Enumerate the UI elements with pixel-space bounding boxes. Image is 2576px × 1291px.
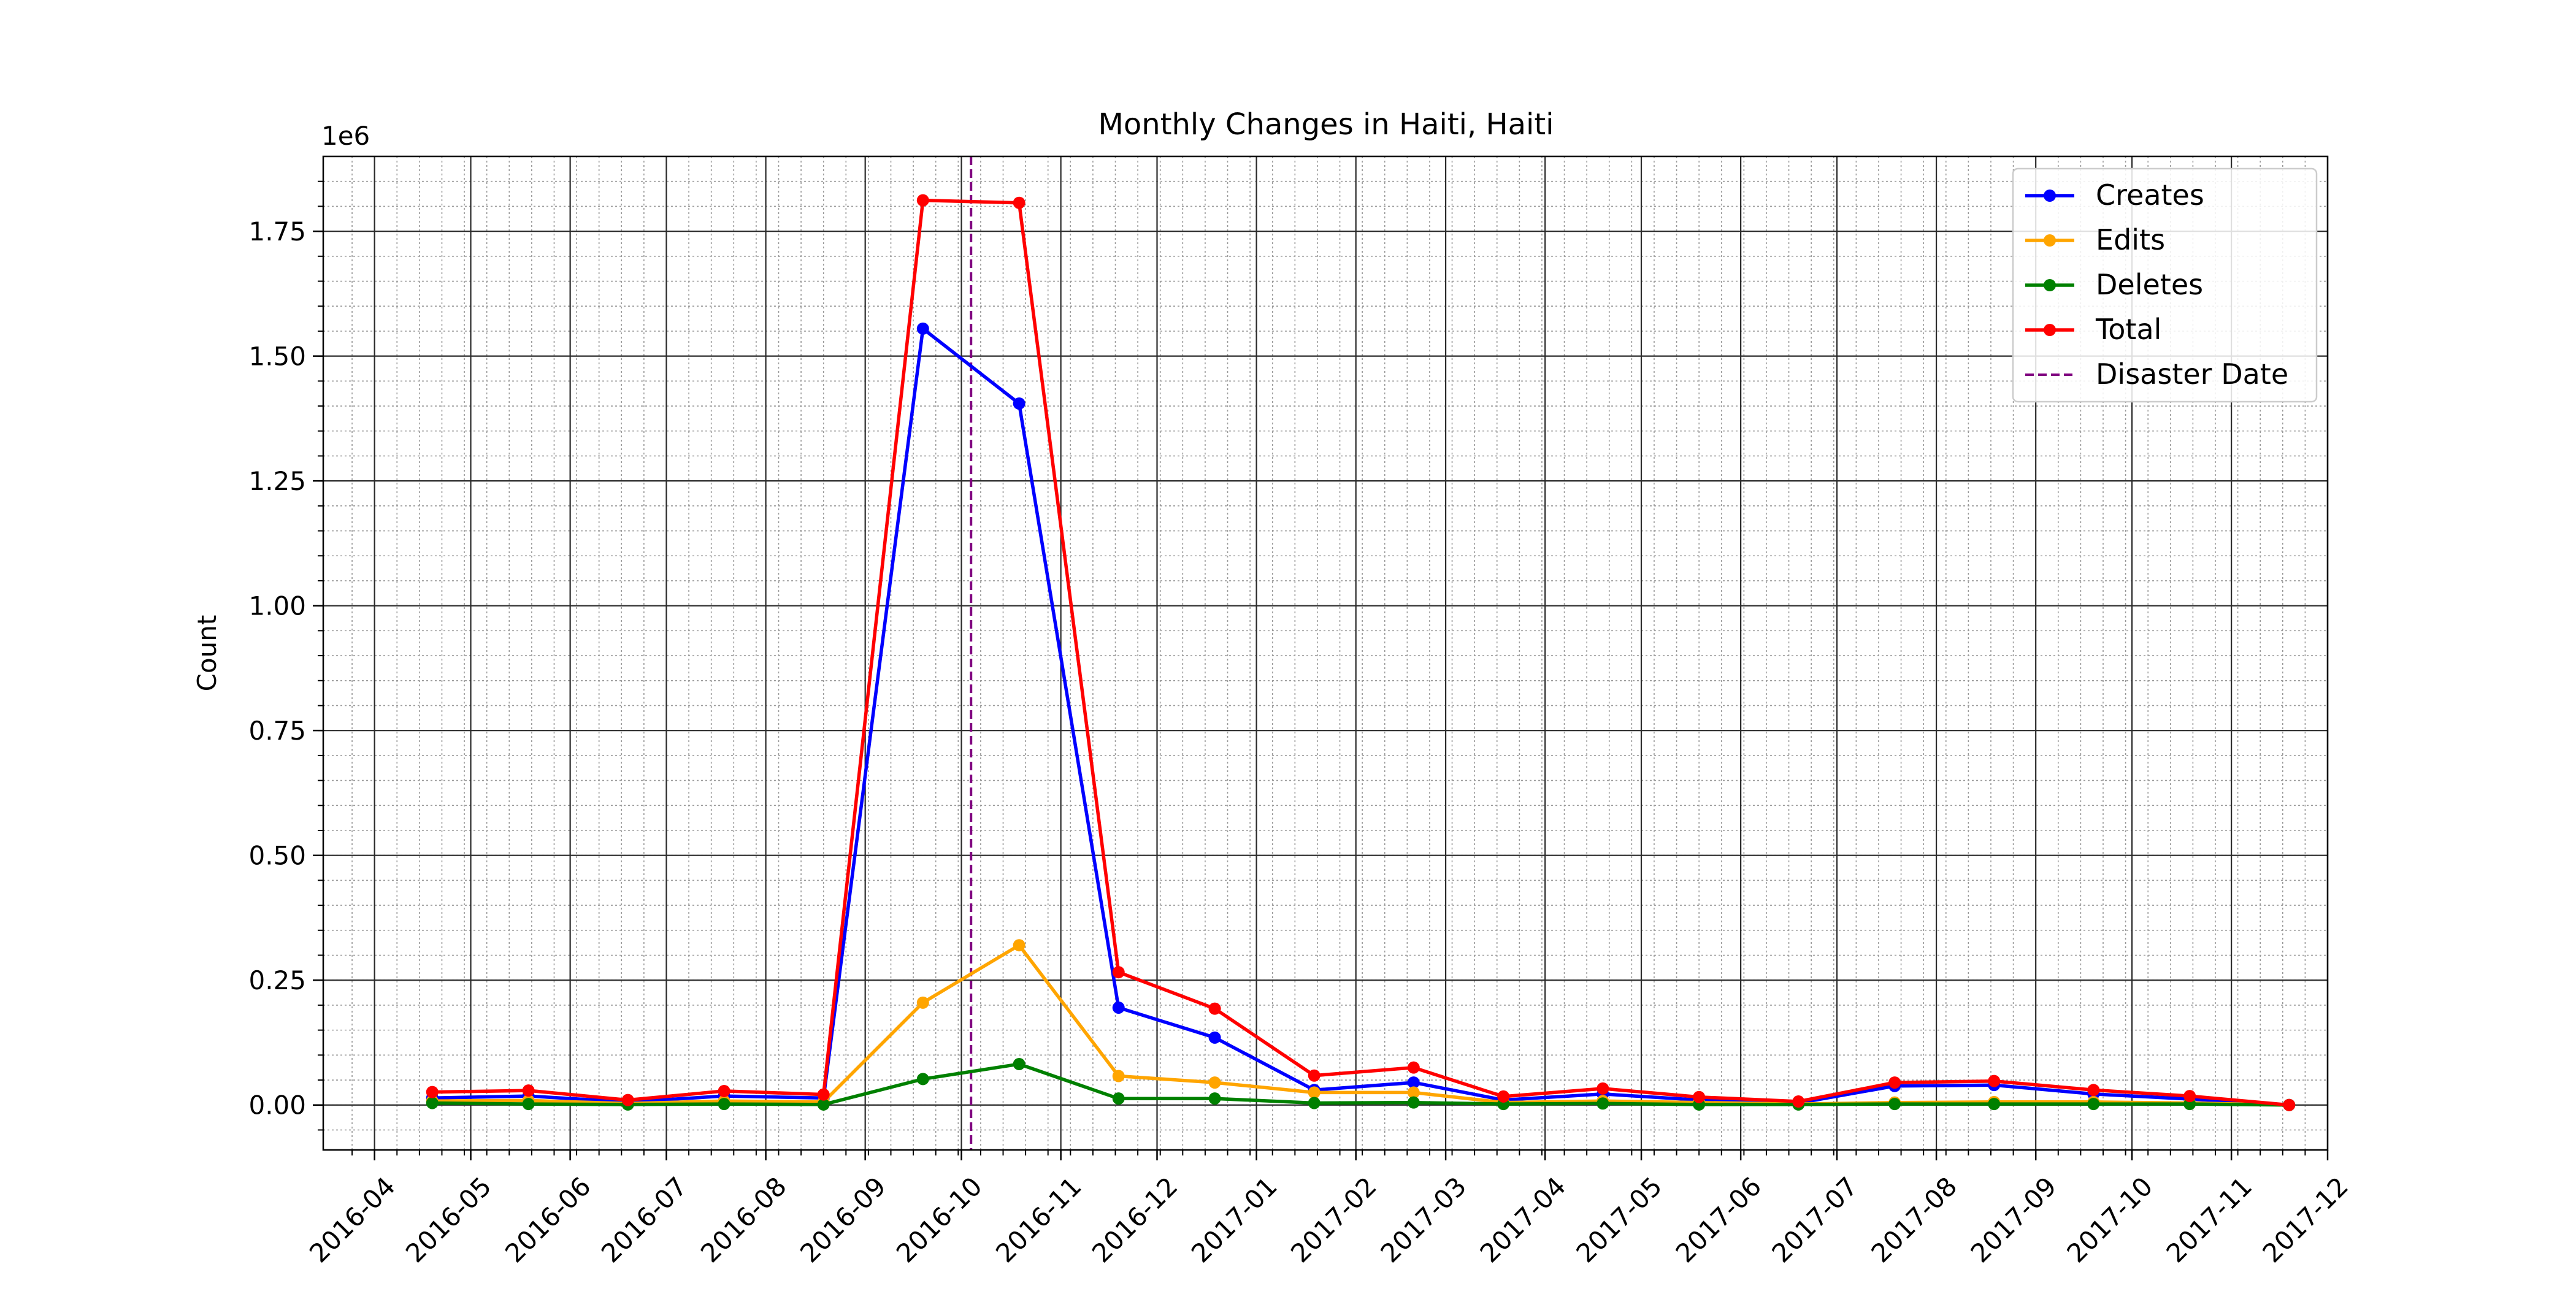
legend: Creates Edits Deletes Total Disaster Date	[2012, 167, 2318, 403]
y-tick-label: 1.75	[248, 216, 306, 247]
data-point-total	[1497, 1090, 1510, 1103]
data-point-edits	[916, 996, 929, 1009]
data-point-deletes	[522, 1098, 535, 1111]
chart-title: Monthly Changes in Haiti, Haiti	[1098, 107, 1554, 142]
data-point-deletes	[916, 1073, 929, 1086]
data-point-total	[817, 1088, 830, 1101]
data-point-creates	[1112, 1001, 1125, 1014]
data-point-edits	[1112, 1070, 1125, 1082]
data-point-creates	[1407, 1076, 1420, 1089]
data-point-total	[1792, 1095, 1805, 1108]
series-deletes	[426, 1057, 2296, 1111]
data-point-total	[426, 1086, 439, 1098]
legend-marker-edits	[2044, 234, 2056, 247]
data-point-total	[2283, 1098, 2296, 1111]
series-line-total	[432, 198, 2290, 1107]
major-grid	[323, 156, 2329, 1150]
plot-frame	[322, 155, 2329, 1151]
series-line-creates	[432, 327, 2290, 1107]
data-point-deletes	[426, 1097, 439, 1109]
legend-marker-creates	[2044, 190, 2056, 202]
data-point-deletes	[1407, 1096, 1420, 1109]
data-point-total	[1208, 1002, 1221, 1015]
data-point-total	[1988, 1075, 2001, 1087]
data-point-total	[1112, 966, 1125, 979]
legend-item-creates: Creates	[2025, 178, 2204, 212]
series-line-deletes	[432, 1062, 2290, 1107]
legend-marker-deletes	[2044, 279, 2056, 291]
y-tick-label: 0.75	[248, 716, 306, 746]
legend-item-disaster-date: Disaster Date	[2025, 358, 2288, 391]
series-group	[426, 194, 2296, 1111]
data-point-total	[621, 1094, 634, 1106]
y-tick-label: 0.25	[248, 965, 306, 995]
data-point-deletes	[1888, 1098, 1901, 1111]
data-point-edits	[1013, 939, 1025, 952]
series-line-edits	[432, 943, 2290, 1107]
data-point-deletes	[1308, 1097, 1321, 1109]
data-point-total	[1693, 1090, 1706, 1103]
legend-label-creates: Creates	[2096, 178, 2204, 212]
data-point-creates	[1208, 1031, 1221, 1044]
data-point-deletes	[1988, 1098, 2001, 1111]
legend-item-deletes: Deletes	[2025, 268, 2203, 301]
data-point-total	[718, 1084, 730, 1097]
y-tick-label: 1.25	[248, 466, 306, 496]
data-point-total	[1013, 196, 1025, 209]
legend-label-disaster-date: Disaster Date	[2096, 358, 2288, 391]
legend-item-edits: Edits	[2025, 223, 2165, 256]
legend-marker-total	[2044, 324, 2056, 336]
y-tick-label: 1.50	[248, 342, 306, 372]
y-axis-label: Count	[192, 615, 222, 692]
data-point-total	[916, 194, 929, 207]
y-multiplier-label: 1e6	[321, 121, 370, 151]
legend-item-total: Total	[2025, 313, 2161, 346]
data-point-total	[1888, 1076, 1901, 1089]
legend-label-deletes: Deletes	[2096, 268, 2203, 301]
data-point-total	[522, 1084, 535, 1097]
data-point-deletes	[718, 1098, 730, 1111]
data-point-total	[1407, 1061, 1420, 1074]
y-tick-label: 0.50	[248, 841, 306, 871]
y-tick-label: 1.00	[248, 591, 306, 621]
data-point-edits	[1407, 1086, 1420, 1099]
data-point-deletes	[1112, 1092, 1125, 1105]
data-point-total	[2087, 1084, 2100, 1097]
legend-label-total: Total	[2095, 313, 2161, 346]
data-point-total	[2183, 1090, 2196, 1103]
data-point-creates	[1013, 397, 1025, 410]
series-total	[426, 194, 2296, 1111]
data-point-deletes	[2087, 1098, 2100, 1111]
data-point-total	[1308, 1069, 1321, 1082]
legend-box	[2012, 167, 2318, 403]
data-point-deletes	[1208, 1092, 1221, 1105]
data-point-total	[1597, 1082, 1609, 1095]
data-point-creates	[916, 322, 929, 335]
data-point-deletes	[1013, 1057, 1025, 1070]
y-tick-label: 0.00	[248, 1090, 306, 1121]
data-point-edits	[1208, 1076, 1221, 1089]
legend-label-edits: Edits	[2096, 223, 2165, 256]
data-point-deletes	[1597, 1097, 1609, 1110]
axis-ticks	[313, 180, 2329, 1160]
data-point-edits	[1308, 1086, 1321, 1099]
data-point-deletes	[817, 1098, 830, 1111]
